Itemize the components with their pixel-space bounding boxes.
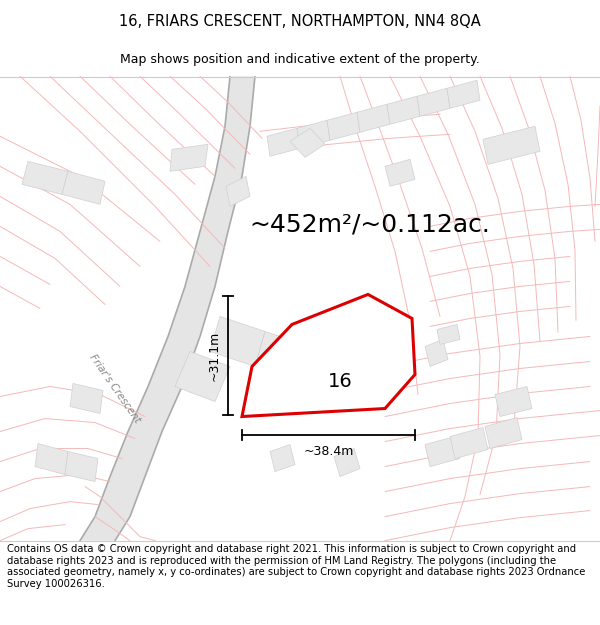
Text: 16, FRIARS CRESCENT, NORTHAMPTON, NN4 8QA: 16, FRIARS CRESCENT, NORTHAMPTON, NN4 8Q… — [119, 14, 481, 29]
Polygon shape — [62, 171, 105, 204]
Polygon shape — [425, 339, 448, 366]
Polygon shape — [210, 316, 265, 366]
Text: ~452m²/~0.112ac.: ~452m²/~0.112ac. — [250, 213, 490, 236]
Polygon shape — [267, 128, 300, 156]
Polygon shape — [70, 384, 103, 414]
Polygon shape — [495, 386, 532, 416]
Polygon shape — [425, 436, 460, 467]
Polygon shape — [290, 128, 325, 158]
Polygon shape — [437, 324, 460, 344]
Polygon shape — [242, 294, 415, 416]
Polygon shape — [334, 449, 360, 477]
Text: Friar's Crescent: Friar's Crescent — [88, 352, 142, 425]
Polygon shape — [387, 96, 420, 124]
Polygon shape — [35, 444, 68, 474]
Polygon shape — [417, 88, 450, 116]
Polygon shape — [485, 418, 522, 449]
Polygon shape — [450, 428, 488, 459]
Polygon shape — [385, 159, 415, 186]
Polygon shape — [65, 451, 98, 482]
Polygon shape — [327, 112, 360, 140]
Text: ~31.1m: ~31.1m — [208, 331, 221, 381]
Text: 16: 16 — [328, 372, 352, 391]
Polygon shape — [357, 104, 390, 132]
Polygon shape — [483, 126, 540, 164]
Polygon shape — [170, 144, 208, 171]
Polygon shape — [447, 80, 480, 108]
Polygon shape — [270, 444, 295, 472]
Polygon shape — [22, 161, 68, 194]
Text: ~38.4m: ~38.4m — [304, 445, 353, 458]
Polygon shape — [175, 351, 230, 401]
Text: Map shows position and indicative extent of the property.: Map shows position and indicative extent… — [120, 53, 480, 66]
Text: Contains OS data © Crown copyright and database right 2021. This information is : Contains OS data © Crown copyright and d… — [7, 544, 586, 589]
Polygon shape — [226, 176, 250, 206]
Polygon shape — [297, 120, 330, 148]
Polygon shape — [80, 76, 255, 541]
Polygon shape — [255, 331, 310, 381]
